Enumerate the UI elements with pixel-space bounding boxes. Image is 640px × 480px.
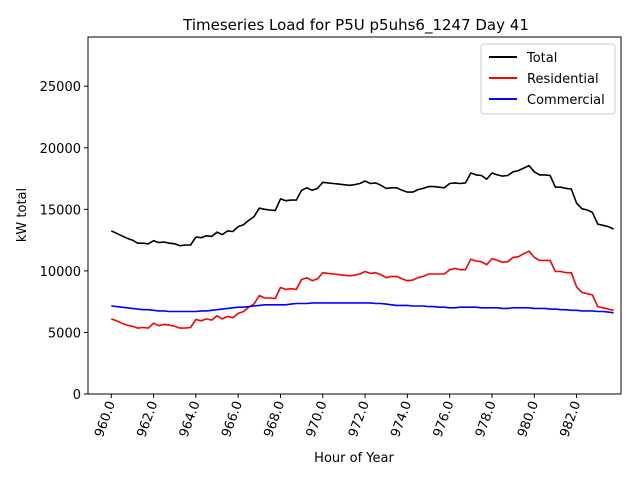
x-tick-label: 966.0 xyxy=(219,399,246,439)
y-tick-label: 5000 xyxy=(48,326,81,341)
y-tick-label: 20000 xyxy=(40,142,81,157)
x-tick-label: 978.0 xyxy=(473,399,500,439)
x-tick-label: 974.0 xyxy=(388,399,415,439)
chart-title: Timeseries Load for P5U p5uhs6_1247 Day … xyxy=(182,16,529,35)
y-tick-label: 25000 xyxy=(40,80,81,95)
plot-frame xyxy=(87,36,622,395)
series-layer xyxy=(110,164,614,329)
series-line-total xyxy=(110,164,614,247)
x-tick-label: 980.0 xyxy=(515,399,542,439)
x-tick-label: 970.0 xyxy=(304,399,331,439)
legend-box xyxy=(480,43,616,115)
series-line-residential xyxy=(111,250,614,329)
series-line-commercial xyxy=(111,302,614,314)
y-tick-label: 0 xyxy=(73,388,81,403)
x-tick-label: 976.0 xyxy=(431,399,458,439)
x-axis-label: Hour of Year xyxy=(314,451,394,466)
legend-label-commercial: Commercial xyxy=(527,93,605,108)
x-tick-label: 962.0 xyxy=(135,399,162,439)
x-tick-label: 960.0 xyxy=(92,399,119,439)
legend: Total Residential Commercial xyxy=(480,43,616,115)
x-tick-label: 968.0 xyxy=(261,399,288,439)
legend-label-total: Total xyxy=(526,51,557,66)
x-tick-label: 972.0 xyxy=(346,399,373,439)
y-tick-label: 15000 xyxy=(40,203,81,218)
y-tick-label: 10000 xyxy=(40,265,81,280)
x-tick-label: 982.0 xyxy=(558,399,585,439)
y-axis-label: kW total xyxy=(15,188,30,242)
x-tick-label: 964.0 xyxy=(177,399,204,439)
legend-label-residential: Residential xyxy=(527,72,599,87)
